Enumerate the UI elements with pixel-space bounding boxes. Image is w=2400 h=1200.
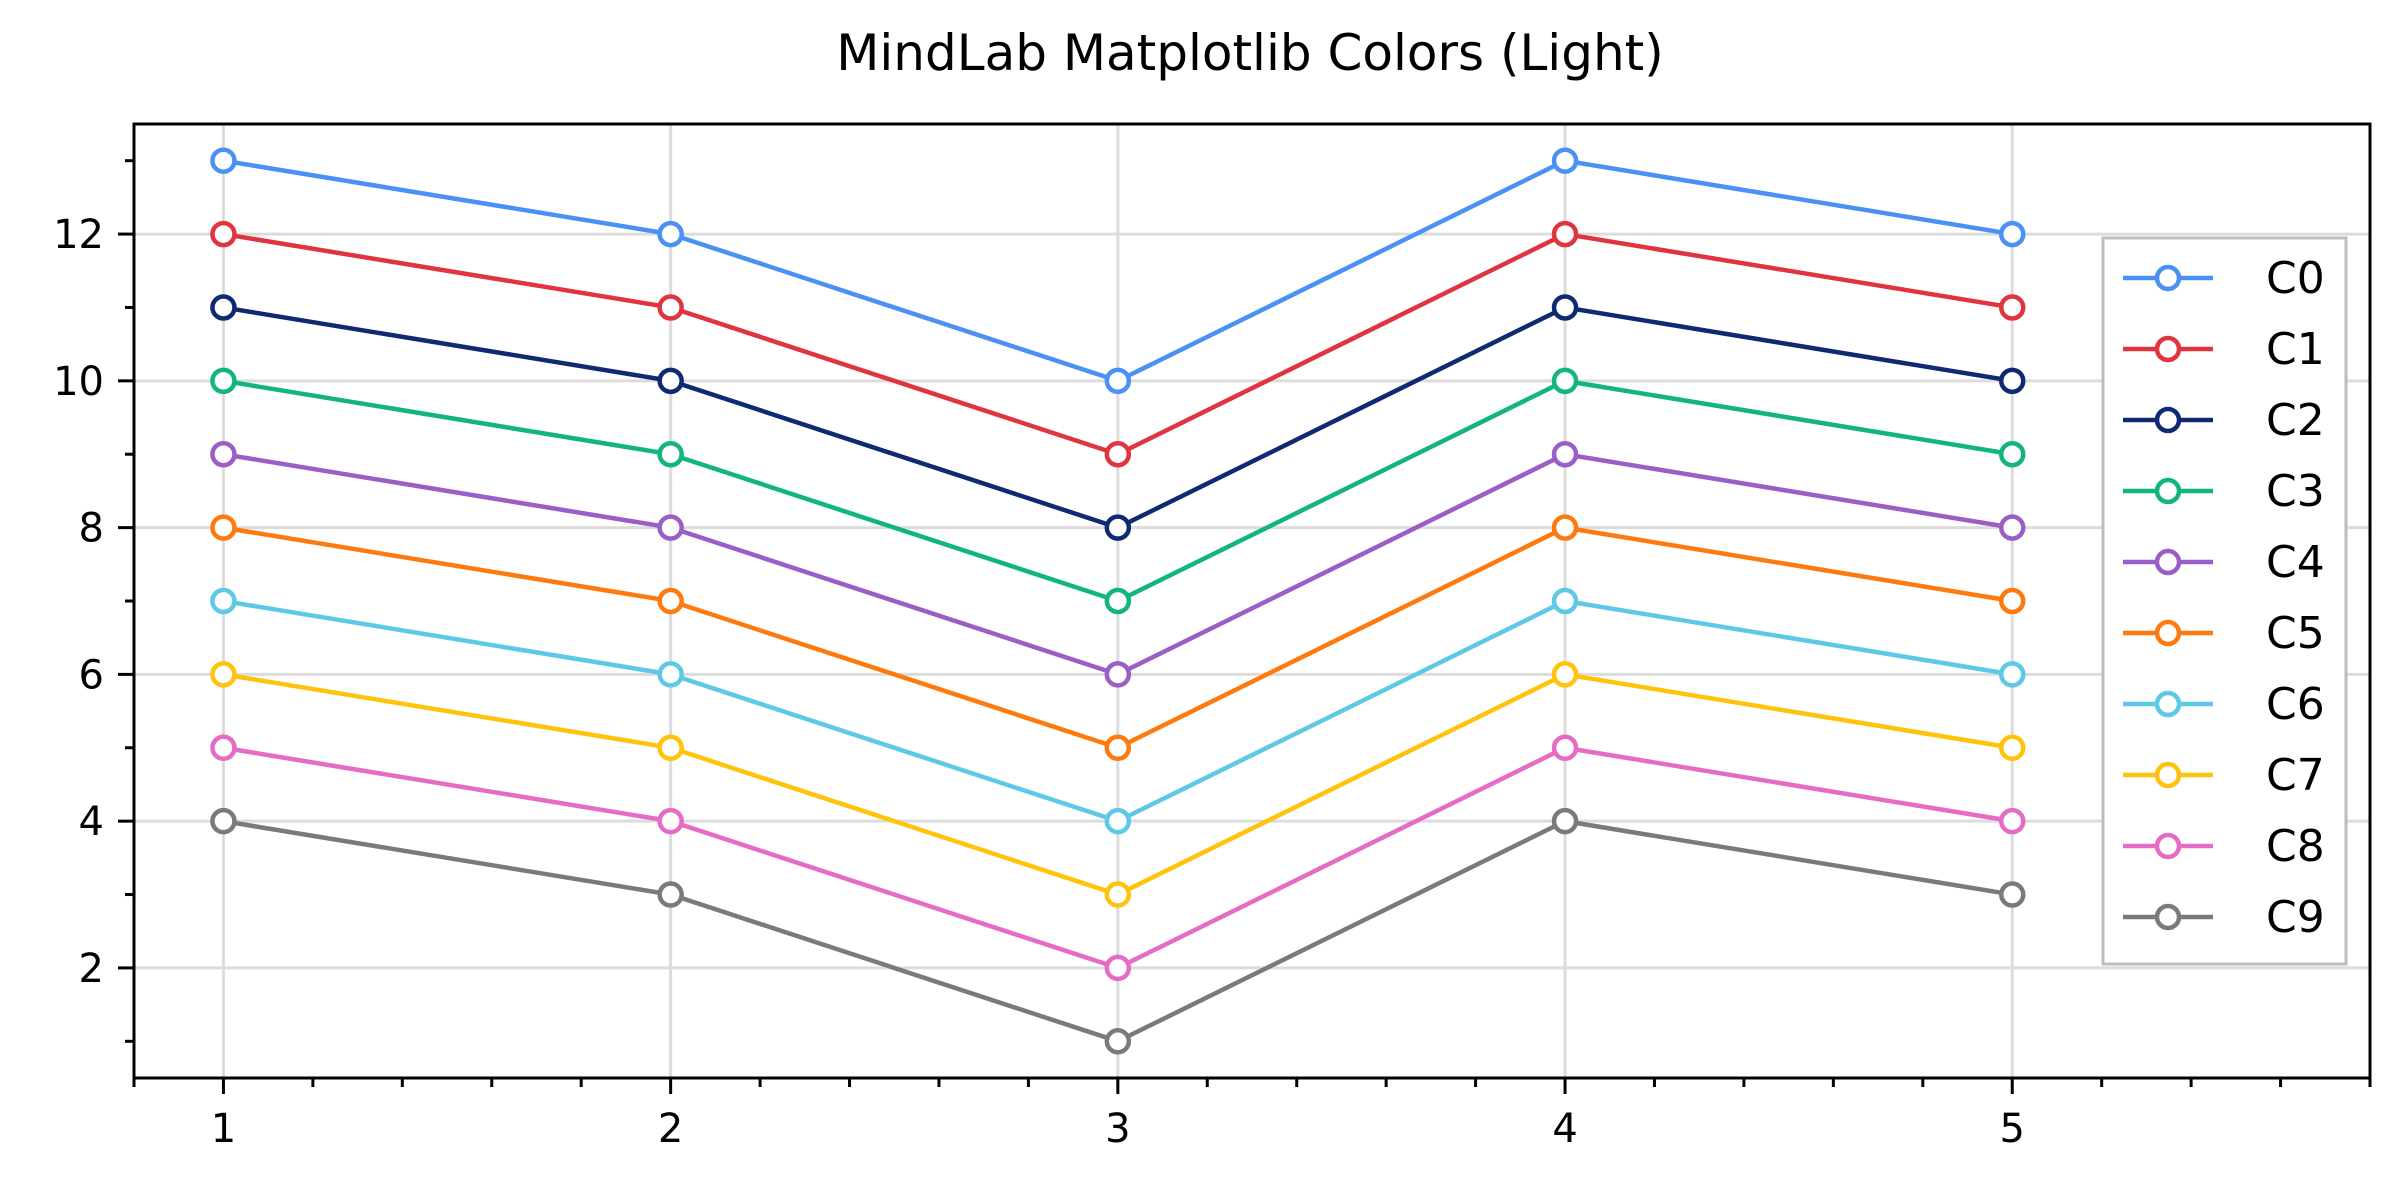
legend-marker-C6 (2154, 690, 2182, 718)
x-tick-label: 3 (1105, 1106, 1130, 1152)
data-point-C0-5 (1998, 220, 2026, 248)
legend-marker-C4 (2154, 548, 2182, 576)
data-point-C3-1 (210, 367, 237, 395)
data-point-C9-2 (657, 881, 684, 908)
data-point-C1-3 (1104, 440, 1132, 468)
data-point-C5-1 (210, 514, 237, 541)
data-point-C3-5 (1998, 440, 2026, 468)
data-point-C9-5 (1998, 881, 2026, 908)
legend-box (2101, 236, 2348, 966)
axes-frame (132, 122, 2372, 1080)
data-point-C5-4 (1551, 514, 1579, 541)
data-point-C3-2 (657, 440, 684, 468)
data-point-C5-5 (1998, 587, 2026, 615)
data-point-C0-3 (1104, 367, 1132, 395)
data-point-C1-2 (657, 294, 684, 321)
legend-marker-C3 (2154, 477, 2182, 505)
data-point-C8-3 (1104, 954, 1132, 982)
data-point-C8-4 (1551, 734, 1579, 762)
data-point-C6-1 (210, 587, 237, 615)
x-tick-label: 4 (1552, 1106, 1577, 1152)
data-point-C7-3 (1104, 881, 1132, 908)
legend-label-C2: C2 (2266, 395, 2325, 446)
data-point-C7-1 (210, 661, 237, 688)
y-tick-label: 12 (53, 212, 104, 258)
data-point-C4-1 (210, 440, 237, 468)
legend-marker-C8 (2154, 832, 2182, 860)
legend-marker-C9 (2154, 903, 2182, 931)
data-point-C8-1 (210, 734, 237, 762)
y-tick-label: 6 (79, 652, 104, 698)
grid (134, 124, 2370, 1078)
y-tick-label: 10 (53, 359, 104, 405)
x-tick-label: 2 (658, 1106, 683, 1152)
legend-label-C8: C8 (2266, 821, 2325, 872)
y-tick-label: 2 (79, 946, 104, 992)
legend-marker-C7 (2154, 761, 2182, 789)
legend-label-C4: C4 (2266, 537, 2325, 588)
x-tick-label: 5 (2000, 1106, 2025, 1152)
data-point-C8-5 (1998, 807, 2026, 835)
legend-label-C6: C6 (2266, 679, 2325, 730)
data-point-C1-1 (210, 220, 237, 248)
data-point-C2-3 (1104, 514, 1132, 541)
data-point-C5-3 (1104, 734, 1132, 762)
data-point-C6-2 (657, 661, 684, 688)
data-point-C8-2 (657, 807, 684, 835)
data-point-C0-2 (657, 220, 684, 248)
y-tick-label: 8 (79, 506, 104, 552)
data-point-C4-2 (657, 514, 684, 541)
legend-marker-C0 (2154, 264, 2182, 292)
data-point-C7-5 (1998, 734, 2026, 762)
plot-area (210, 147, 2026, 1055)
data-point-C6-5 (1998, 661, 2026, 688)
legend-marker-C5 (2154, 619, 2182, 647)
data-point-C1-5 (1998, 294, 2026, 321)
legend-marker-C2 (2154, 406, 2182, 434)
data-point-C0-4 (1551, 147, 1579, 174)
data-point-C7-4 (1551, 661, 1579, 688)
legend-label-C7: C7 (2266, 750, 2325, 801)
data-point-C2-1 (210, 294, 237, 321)
legend-label-C1: C1 (2266, 324, 2325, 375)
data-point-C3-4 (1551, 367, 1579, 395)
data-point-C7-2 (657, 734, 684, 762)
y-tick-label: 4 (79, 799, 104, 845)
data-point-C5-2 (657, 587, 684, 615)
data-point-C6-4 (1551, 587, 1579, 615)
legend-marker-C1 (2154, 335, 2182, 363)
data-point-C2-5 (1998, 367, 2026, 395)
data-point-C4-5 (1998, 514, 2026, 541)
legend-label-C0: C0 (2266, 253, 2325, 304)
legend: C0 C1 C2 C3 C4 C5 C6 C7 C8 C9 (2101, 236, 2348, 966)
data-point-C4-4 (1551, 440, 1579, 468)
x-tick-label: 1 (211, 1106, 236, 1152)
data-point-C3-3 (1104, 587, 1132, 615)
data-point-C9-1 (210, 807, 237, 835)
legend-label-C5: C5 (2266, 608, 2325, 659)
chart-title: MindLab Matplotlib Colors (Light) (836, 24, 1664, 82)
data-point-C2-4 (1551, 294, 1579, 321)
data-point-C6-3 (1104, 807, 1132, 835)
legend-label-C9: C9 (2266, 892, 2325, 943)
data-point-C9-4 (1551, 807, 1579, 835)
data-point-C2-2 (657, 367, 684, 395)
legend-label-C3: C3 (2266, 466, 2325, 517)
data-point-C0-1 (210, 147, 237, 174)
data-point-C9-3 (1104, 1028, 1132, 1055)
data-point-C1-4 (1551, 220, 1579, 248)
data-point-C4-3 (1104, 661, 1132, 688)
